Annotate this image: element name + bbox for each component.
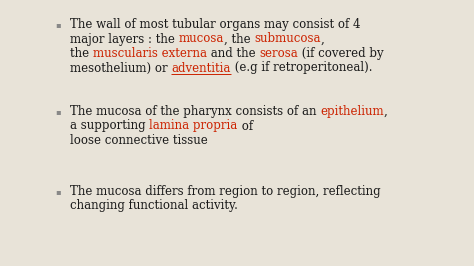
Text: the: the: [70, 47, 93, 60]
Text: adventitia: adventitia: [172, 61, 231, 74]
Text: mesothelium) or: mesothelium) or: [70, 61, 172, 74]
Text: of: of: [237, 119, 253, 132]
Text: ▪: ▪: [55, 20, 61, 29]
Text: submucosa: submucosa: [255, 32, 321, 45]
Text: loose connective tissue: loose connective tissue: [70, 134, 208, 147]
Text: , the: , the: [224, 32, 255, 45]
Text: serosa: serosa: [259, 47, 298, 60]
Text: a supporting: a supporting: [70, 119, 149, 132]
Text: ▪: ▪: [55, 187, 61, 196]
Text: The mucosa of the pharynx consists of an: The mucosa of the pharynx consists of an: [70, 105, 320, 118]
Text: muscularis externa: muscularis externa: [93, 47, 207, 60]
Text: epithelium: epithelium: [320, 105, 384, 118]
Text: ,: ,: [384, 105, 388, 118]
Text: and the: and the: [207, 47, 259, 60]
Text: lamina propria: lamina propria: [149, 119, 237, 132]
Text: The wall of most tubular organs may consist of 4: The wall of most tubular organs may cons…: [70, 18, 361, 31]
Text: changing functional activity.: changing functional activity.: [70, 200, 238, 213]
Text: major layers : the: major layers : the: [70, 32, 179, 45]
Text: ,: ,: [321, 32, 325, 45]
Text: (e.g if retroperitoneal).: (e.g if retroperitoneal).: [231, 61, 372, 74]
Text: (if covered by: (if covered by: [298, 47, 383, 60]
Text: ▪: ▪: [55, 107, 61, 116]
Text: The mucosa differs from region to region, reflecting: The mucosa differs from region to region…: [70, 185, 381, 198]
Text: mucosa: mucosa: [179, 32, 224, 45]
